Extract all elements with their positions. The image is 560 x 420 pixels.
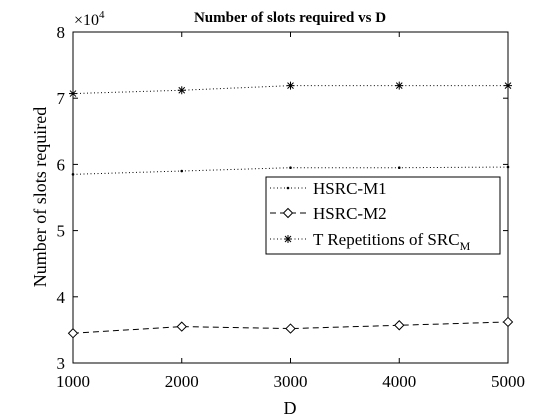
legend-label-t-repetitions-subscript: M [460, 239, 471, 253]
data-point [180, 169, 184, 173]
legend-box [265, 176, 501, 255]
chart-title: Number of slots required vs D [194, 10, 386, 26]
data-point [289, 166, 292, 170]
y-tick-label: 6 [57, 155, 66, 174]
data-point [506, 165, 510, 169]
legend-entry-hsrc-m2: HSRC-M2 [270, 204, 387, 223]
data-point [397, 166, 401, 170]
legend-label-t-repetitions: T Repetitions of SRCM [313, 230, 471, 253]
data-point [69, 89, 77, 98]
data-point [395, 81, 404, 90]
series-1 [71, 165, 510, 176]
x-axis-label: D [284, 398, 297, 418]
y-axis: 3 4 5 6 7 8 [57, 23, 508, 373]
y-tick-label: 3 [57, 354, 66, 373]
x-tick-label: 4000 [382, 372, 416, 391]
x-tick-label: 2000 [165, 372, 199, 391]
y-exponent-base: ×10 [74, 12, 99, 29]
x-tick-label: 1000 [56, 372, 90, 391]
y-exponent-power: 4 [99, 9, 105, 21]
y-exponent-label: ×104 [74, 9, 105, 29]
data-point [286, 81, 295, 90]
y-tick-label: 8 [57, 23, 66, 42]
legend-label-hsrc-m1: HSRC-M1 [313, 179, 387, 198]
y-tick-label: 7 [57, 89, 66, 108]
legend-entry-hsrc-m1: HSRC-M1 [270, 179, 387, 198]
data-point [285, 323, 296, 334]
legend: HSRC-M1 HSRC-M2 T Repetitions of SRCM [265, 176, 501, 255]
legend-label-hsrc-m2: HSRC-M2 [313, 204, 387, 223]
x-axis: 1000 2000 3000 4000 5000 [56, 32, 525, 391]
x-tick-label: 5000 [491, 372, 525, 391]
legend-marker-asterisk [284, 235, 292, 243]
data-point [502, 316, 514, 328]
y-tick-label: 4 [57, 288, 66, 307]
data-point [394, 320, 405, 331]
y-tick-label: 5 [57, 222, 66, 241]
series-2 [67, 316, 514, 339]
data-point [176, 321, 187, 332]
legend-marker-diamond [282, 207, 294, 219]
y-axis-label: Number of slots required [30, 107, 50, 287]
data-point [177, 86, 186, 95]
data-point [71, 173, 75, 176]
series-3 [69, 81, 512, 98]
legend-entry-t-repetitions: T Repetitions of SRCM [270, 230, 471, 253]
legend-label-t-repetitions-main: T Repetitions of SRC [313, 230, 460, 249]
data-point [504, 81, 512, 90]
series-line [72, 321, 509, 334]
data-point [67, 328, 79, 339]
x-tick-label: 3000 [274, 372, 308, 391]
series-layer [67, 81, 514, 339]
legend-marker-point [286, 186, 290, 190]
